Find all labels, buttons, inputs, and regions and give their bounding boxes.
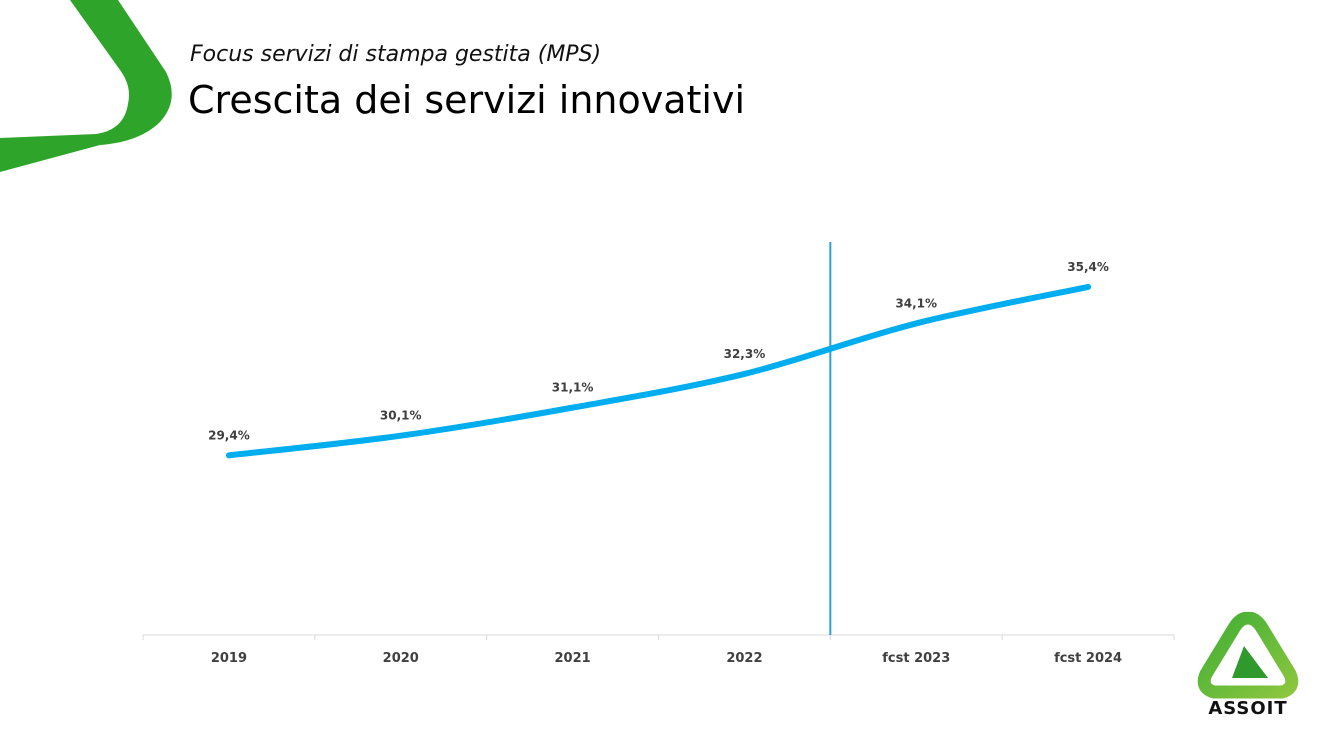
data-label: 30,1% bbox=[380, 409, 422, 423]
x-tick-label: 2020 bbox=[383, 651, 419, 666]
tick-labels: 2019 2020 2021 2022 fcst 2023 fcst 2024 bbox=[211, 651, 1122, 666]
x-tick-label: 2019 bbox=[211, 651, 247, 666]
data-label: 35,4% bbox=[1067, 260, 1109, 274]
x-tick-label: fcst 2024 bbox=[1054, 651, 1122, 666]
subtitle: Focus servizi di stampa gestita (MPS) bbox=[190, 42, 602, 67]
x-axis bbox=[142, 634, 1175, 640]
page-title: Crescita dei servizi innovativi bbox=[188, 78, 746, 122]
corner-decoration bbox=[0, 0, 172, 172]
green-swoosh bbox=[0, 0, 172, 172]
assoit-triangle-logo-icon bbox=[1197, 611, 1299, 699]
data-label: 29,4% bbox=[208, 428, 250, 442]
x-tick-label: 2022 bbox=[726, 651, 762, 666]
x-tick-label: 2021 bbox=[554, 651, 590, 666]
logo-text: ASSOIT bbox=[1208, 698, 1288, 719]
data-label: 32,3% bbox=[724, 347, 766, 361]
data-label: 34,1% bbox=[895, 296, 937, 310]
data-labels: 29,4% 30,1% 31,1% 32,3% 34,1% 35,4% bbox=[208, 260, 1109, 442]
assoit-logo: ASSOIT bbox=[1196, 611, 1300, 722]
series-line-layer bbox=[225, 283, 1092, 459]
x-tick-label: fcst 2023 bbox=[882, 651, 950, 666]
series-line bbox=[225, 283, 1092, 459]
data-label: 31,1% bbox=[552, 381, 594, 395]
